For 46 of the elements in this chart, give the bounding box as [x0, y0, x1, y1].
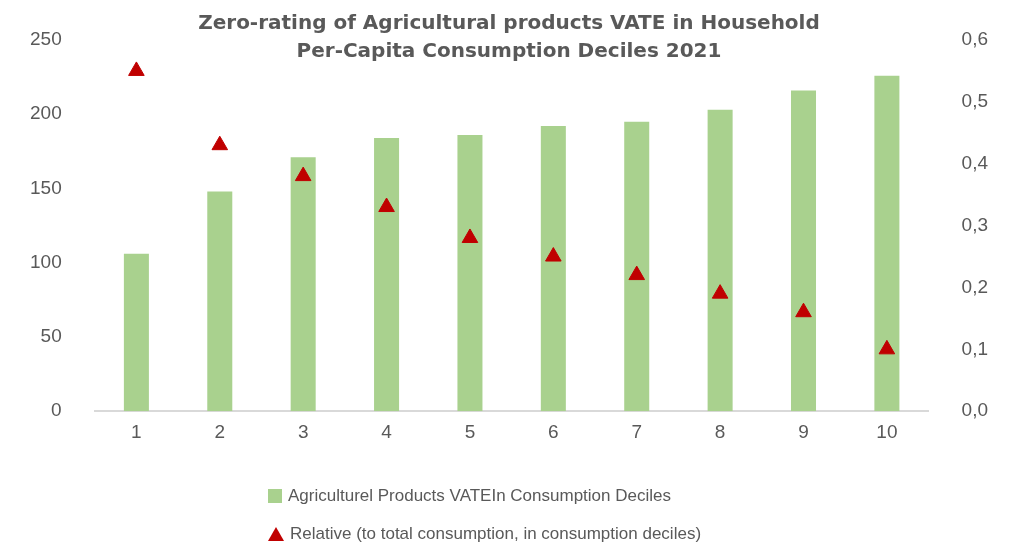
x-tick-label: 8	[714, 420, 726, 442]
y2-tick-label: 0,1	[961, 337, 989, 359]
x-tick-label: 7	[631, 420, 643, 442]
point	[711, 284, 729, 299]
legend-label: Relative (to total consumption, in consumption deciles)	[290, 524, 702, 544]
bar	[624, 121, 650, 412]
point	[211, 135, 229, 151]
bar	[707, 109, 733, 412]
y-tick-label: 50	[40, 325, 62, 347]
bar	[874, 75, 900, 412]
legend-label: Agriculturel Products VATEIn Consumption Deciles	[288, 486, 671, 506]
bar	[290, 157, 316, 412]
y-tick-label: 150	[30, 176, 62, 198]
y2-tick-label: 0,6	[961, 28, 989, 50]
point	[294, 166, 312, 182]
y2-tick-label: 0,0	[961, 399, 989, 421]
point	[628, 265, 646, 281]
x-tick-label: 9	[798, 420, 809, 442]
point	[545, 247, 562, 262]
x-tick-label: 1	[131, 420, 142, 442]
y2-tick-label: 0,2	[961, 275, 989, 297]
x-tick-label: 3	[297, 420, 309, 442]
y-tick-label: 250	[30, 28, 62, 50]
bar	[791, 90, 817, 412]
point	[461, 228, 479, 243]
point	[128, 61, 145, 76]
x-tick-label: 4	[381, 420, 393, 442]
x-tick-label: 6	[548, 420, 559, 442]
x-tick-label: 5	[464, 420, 476, 442]
x-tick-label: 2	[214, 420, 226, 442]
point	[878, 339, 896, 355]
y2-tick-label: 0,4	[961, 151, 989, 173]
x-tick-label: 10	[876, 420, 898, 442]
bar	[457, 135, 483, 412]
y-tick-label: 0	[51, 399, 62, 421]
bar	[540, 126, 566, 412]
point	[378, 197, 395, 213]
y-tick-label: 200	[30, 102, 62, 124]
bar	[123, 253, 149, 412]
bar	[374, 138, 400, 412]
point	[795, 302, 812, 318]
chart-title: Zero-rating of Agricultural products VATE in Household Per-Capita Consumption Deciles 2021	[197, 9, 821, 64]
y2-tick-label: 0,5	[961, 90, 989, 112]
bar	[207, 191, 233, 412]
y-tick-label: 100	[30, 250, 62, 272]
y2-tick-label: 0,3	[961, 213, 989, 235]
